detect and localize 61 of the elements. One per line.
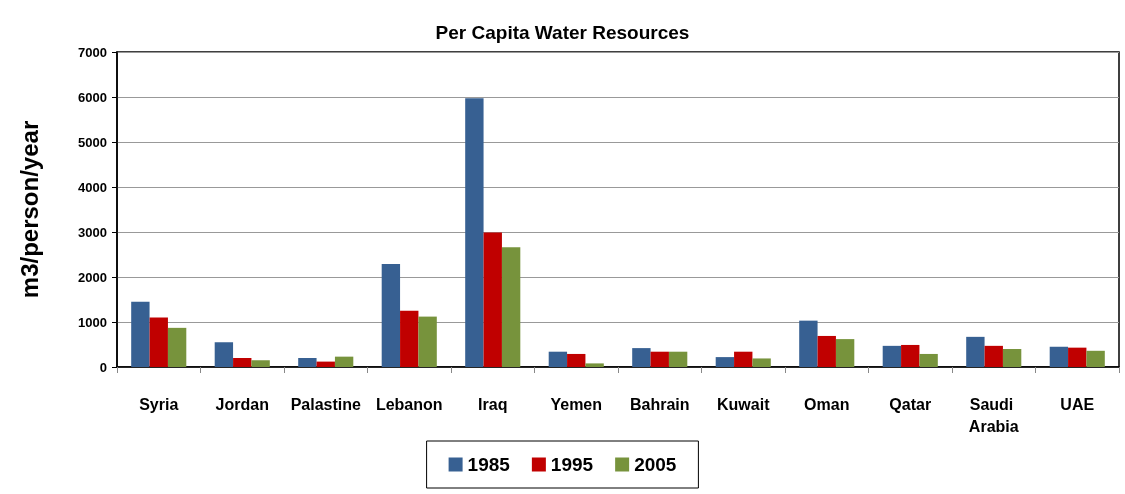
bar	[1049, 346, 1069, 367]
bar	[400, 310, 419, 367]
y-axis-title: m3/person/year	[15, 120, 43, 299]
x-tick-label: UAE	[1060, 395, 1095, 413]
bar	[882, 345, 902, 367]
bar	[233, 358, 252, 367]
bar	[984, 345, 1003, 367]
bar	[131, 301, 150, 367]
y-tick-label: 6000	[78, 89, 107, 105]
bar	[316, 361, 335, 367]
bar	[919, 353, 938, 367]
y-tick-label: 7000	[78, 44, 107, 60]
bar	[483, 232, 502, 367]
legend-label: 1995	[550, 454, 594, 475]
bar	[585, 363, 604, 367]
bar	[817, 335, 836, 367]
bar	[334, 356, 354, 367]
bar	[1002, 349, 1022, 367]
bar	[149, 317, 168, 367]
bar	[567, 353, 586, 367]
bar	[835, 339, 855, 367]
x-tick-label: Oman	[804, 395, 850, 413]
chart-title: Per Capita Water Resources	[435, 22, 690, 43]
bar	[650, 351, 669, 367]
y-tick-label: 3000	[78, 224, 107, 240]
y-tick-label: 0	[99, 359, 107, 375]
bar	[214, 342, 234, 367]
x-tick-label: Lebanon	[375, 395, 443, 413]
bar	[465, 98, 484, 367]
bar	[298, 358, 317, 367]
x-tick-label: Yemen	[550, 395, 603, 413]
y-tick-label: 1000	[78, 314, 107, 330]
x-tick-label: Jordan	[215, 395, 269, 413]
bar	[501, 247, 521, 367]
x-tick-label: Qatar	[889, 395, 932, 413]
bar	[418, 316, 437, 367]
y-tick-label: 5000	[78, 134, 107, 150]
bar	[381, 263, 401, 367]
y-tick-label: 4000	[78, 179, 107, 195]
x-tick-label: Iraq	[478, 395, 508, 413]
x-tick-label: Bahrain	[629, 395, 690, 413]
x-tick-label: Syria	[139, 395, 179, 413]
bar	[668, 351, 688, 367]
bar	[715, 357, 735, 367]
bar	[251, 360, 270, 367]
legend-label: 1985	[467, 454, 511, 475]
x-tick-label: Saudi Arabia	[968, 395, 1019, 435]
bar	[901, 344, 920, 367]
bar	[1086, 350, 1105, 367]
bar	[632, 348, 651, 367]
bar	[799, 320, 818, 367]
bar	[966, 336, 985, 367]
bar	[1068, 347, 1087, 367]
y-tick-label: 2000	[78, 269, 107, 285]
bar	[167, 327, 187, 367]
legend-label: 2005	[634, 454, 677, 475]
x-tick-label: Palastine	[290, 395, 361, 413]
bar	[734, 351, 753, 367]
bar	[752, 358, 771, 367]
bar	[548, 351, 568, 367]
x-tick-label: Kuwait	[717, 395, 771, 413]
